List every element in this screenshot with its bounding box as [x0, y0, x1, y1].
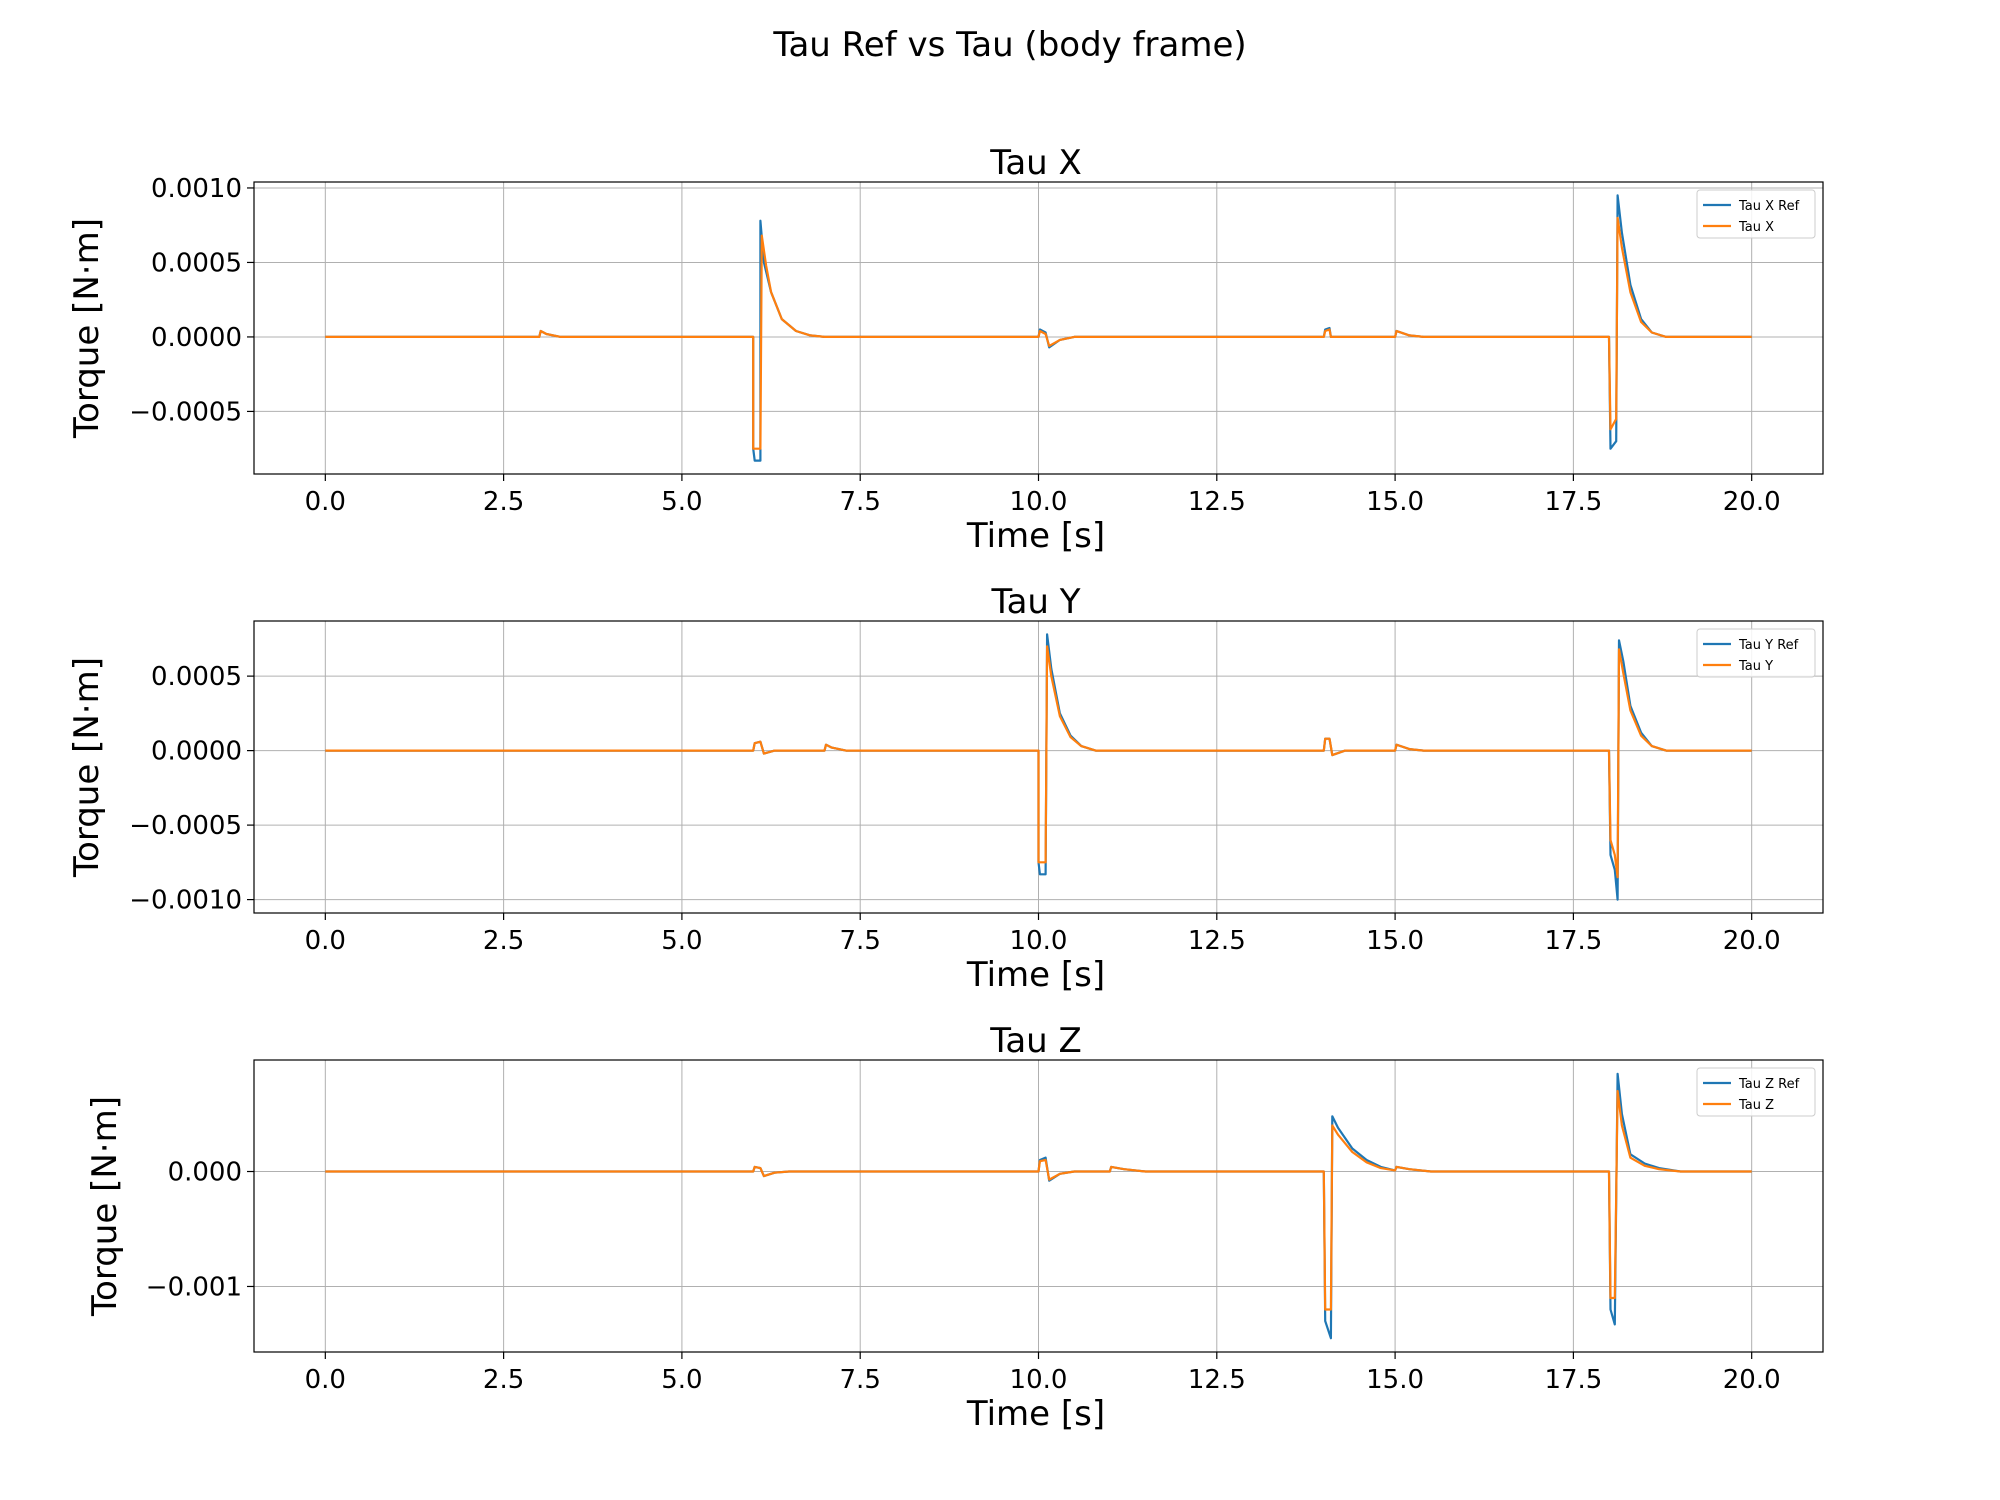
figure-title: Tau Ref vs Tau (body frame)	[772, 25, 1246, 65]
series-line-tau-x	[325, 216, 1752, 450]
x-tick-label: 5.0	[661, 487, 702, 517]
y-axis-label: Torque [N·m]	[67, 657, 107, 878]
x-tick-label: 0.0	[305, 487, 346, 517]
x-tick-label: 17.5	[1544, 1365, 1602, 1395]
x-tick-label: 2.5	[483, 1365, 524, 1395]
x-tick-label: 15.0	[1366, 487, 1424, 517]
y-tick-label: 0.0005	[151, 248, 242, 278]
x-tick-label: 5.0	[661, 926, 702, 956]
x-tick-label: 5.0	[661, 1365, 702, 1395]
legend: Tau X Ref Tau X	[1696, 189, 1816, 239]
x-tick-label: 0.0	[305, 1365, 346, 1395]
x-tick-label: 10.0	[1010, 487, 1068, 517]
subplot-2: 0.0 2.5 5.0 7.5 10.0 12.5 15.0 17.5 20.0 −0.0010 −…	[67, 582, 1824, 995]
y-tick-label: 0.0000	[151, 737, 242, 767]
legend-label: Tau Z	[1738, 1098, 1774, 1113]
subplot-title: Tau Y	[990, 582, 1080, 622]
x-axis-label: Time [s]	[966, 1394, 1105, 1434]
y-axis-label: Torque [N·m]	[67, 218, 107, 439]
x-axis-label: Time [s]	[966, 516, 1105, 556]
y-tick-label: 0.000	[168, 1158, 242, 1188]
legend-label: Tau Y	[1738, 659, 1773, 674]
subplot-3: 0.0 2.5 5.0 7.5 10.0 12.5 15.0 17.5 20.0 −0.001 0.…	[85, 1021, 1824, 1434]
x-tick-label: 2.5	[483, 487, 524, 517]
y-tick-label: −0.0005	[129, 397, 242, 427]
subplot-title: Tau Z	[989, 1021, 1082, 1061]
y-axis-label: Torque [N·m]	[85, 1096, 125, 1317]
x-tick-label: 7.5	[840, 1365, 881, 1395]
y-tick-label: 0.0010	[151, 174, 242, 204]
y-tick-label: −0.0010	[129, 886, 242, 916]
x-tick-label: 20.0	[1723, 487, 1781, 517]
legend-label: Tau X Ref	[1738, 199, 1800, 214]
x-tick-label: 7.5	[840, 487, 881, 517]
x-tick-label: 12.5	[1188, 487, 1246, 517]
x-tick-label: 12.5	[1188, 1365, 1246, 1395]
legend: Tau Y Ref Tau Y	[1696, 628, 1816, 678]
y-tick-label: −0.001	[146, 1272, 242, 1302]
x-tick-label: 20.0	[1723, 1365, 1781, 1395]
y-tick-label: 0.0005	[151, 662, 242, 692]
x-tick-label: 17.5	[1544, 487, 1602, 517]
x-tick-label: 15.0	[1366, 1365, 1424, 1395]
y-tick-label: −0.0005	[129, 811, 242, 841]
x-tick-label: 20.0	[1723, 926, 1781, 956]
x-tick-label: 7.5	[840, 926, 881, 956]
subplots: 0.0 2.5 5.0 7.5 10.0 12.5 15.0 17.5 20.0−0.00050…	[67, 143, 1824, 1434]
legend-label: Tau Y Ref	[1738, 638, 1799, 653]
x-tick-label: 2.5	[483, 926, 524, 956]
x-tick-label: 17.5	[1544, 926, 1602, 956]
legend-label: Tau X	[1738, 220, 1774, 235]
series-line-tau-z	[325, 1089, 1752, 1311]
legend-label: Tau Z Ref	[1738, 1077, 1800, 1092]
subplot-1: 0.0 2.5 5.0 7.5 10.0 12.5 15.0 17.5 20.0 −0.0005 0…	[67, 143, 1824, 556]
x-tick-label: 12.5	[1188, 926, 1246, 956]
x-tick-label: 15.0	[1366, 926, 1424, 956]
x-tick-label: 0.0	[305, 926, 346, 956]
series-line-tau-y	[325, 645, 1752, 879]
x-tick-label: 10.0	[1010, 926, 1068, 956]
subplot-title: Tau X	[989, 143, 1082, 183]
x-tick-label: 10.0	[1010, 1365, 1068, 1395]
x-axis-label: Time [s]	[966, 955, 1105, 995]
legend: Tau Z Ref Tau Z	[1696, 1067, 1816, 1117]
y-tick-label: 0.0000	[151, 323, 242, 353]
